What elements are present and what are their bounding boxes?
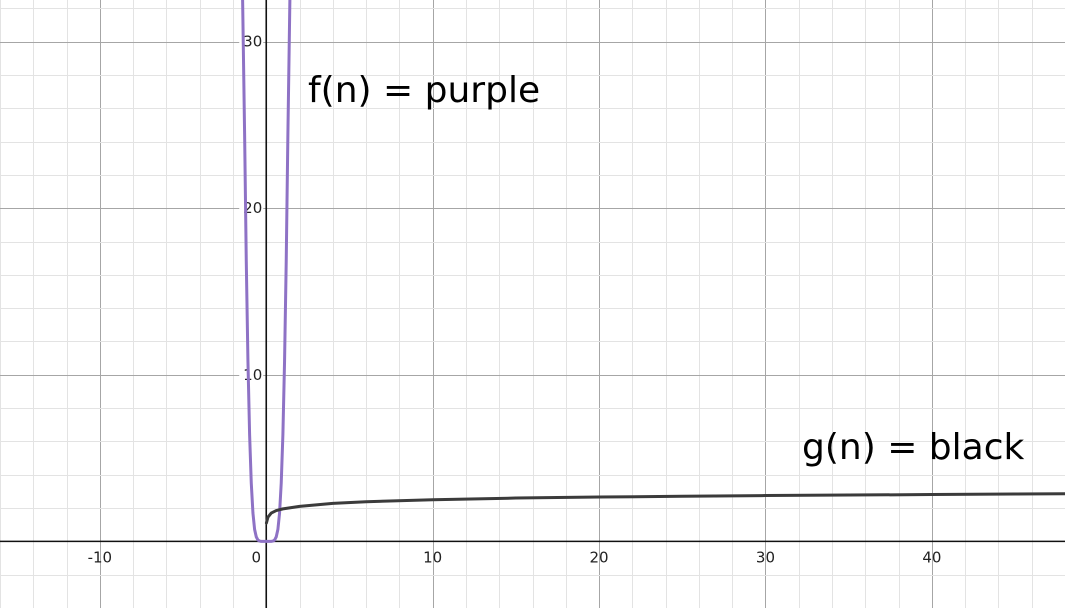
- annotation-g: g(n) = black: [802, 427, 1025, 468]
- annotation-f: f(n) = purple: [308, 70, 541, 111]
- x-tick-label: -10: [88, 548, 113, 566]
- curves: [241, 0, 1065, 543]
- y-tick-label-bg: [239, 366, 264, 383]
- x-tick-label: 0: [251, 548, 261, 566]
- x-tick-label: 20: [590, 548, 609, 566]
- y-tick-label: 10: [243, 366, 262, 384]
- y-tick-label-bg: [239, 33, 264, 50]
- curve-f-purple: [241, 0, 292, 543]
- x-tick-label: 40: [922, 548, 941, 566]
- tick-labels: -10 0 10 20 30 40 10 20 30: [88, 33, 942, 567]
- x-tick-label: 30: [756, 548, 775, 566]
- curve-g-black: [264, 492, 1065, 525]
- y-tick-label: 30: [243, 33, 262, 51]
- x-tick-label: 10: [423, 548, 442, 566]
- y-tick-label: 20: [243, 199, 262, 217]
